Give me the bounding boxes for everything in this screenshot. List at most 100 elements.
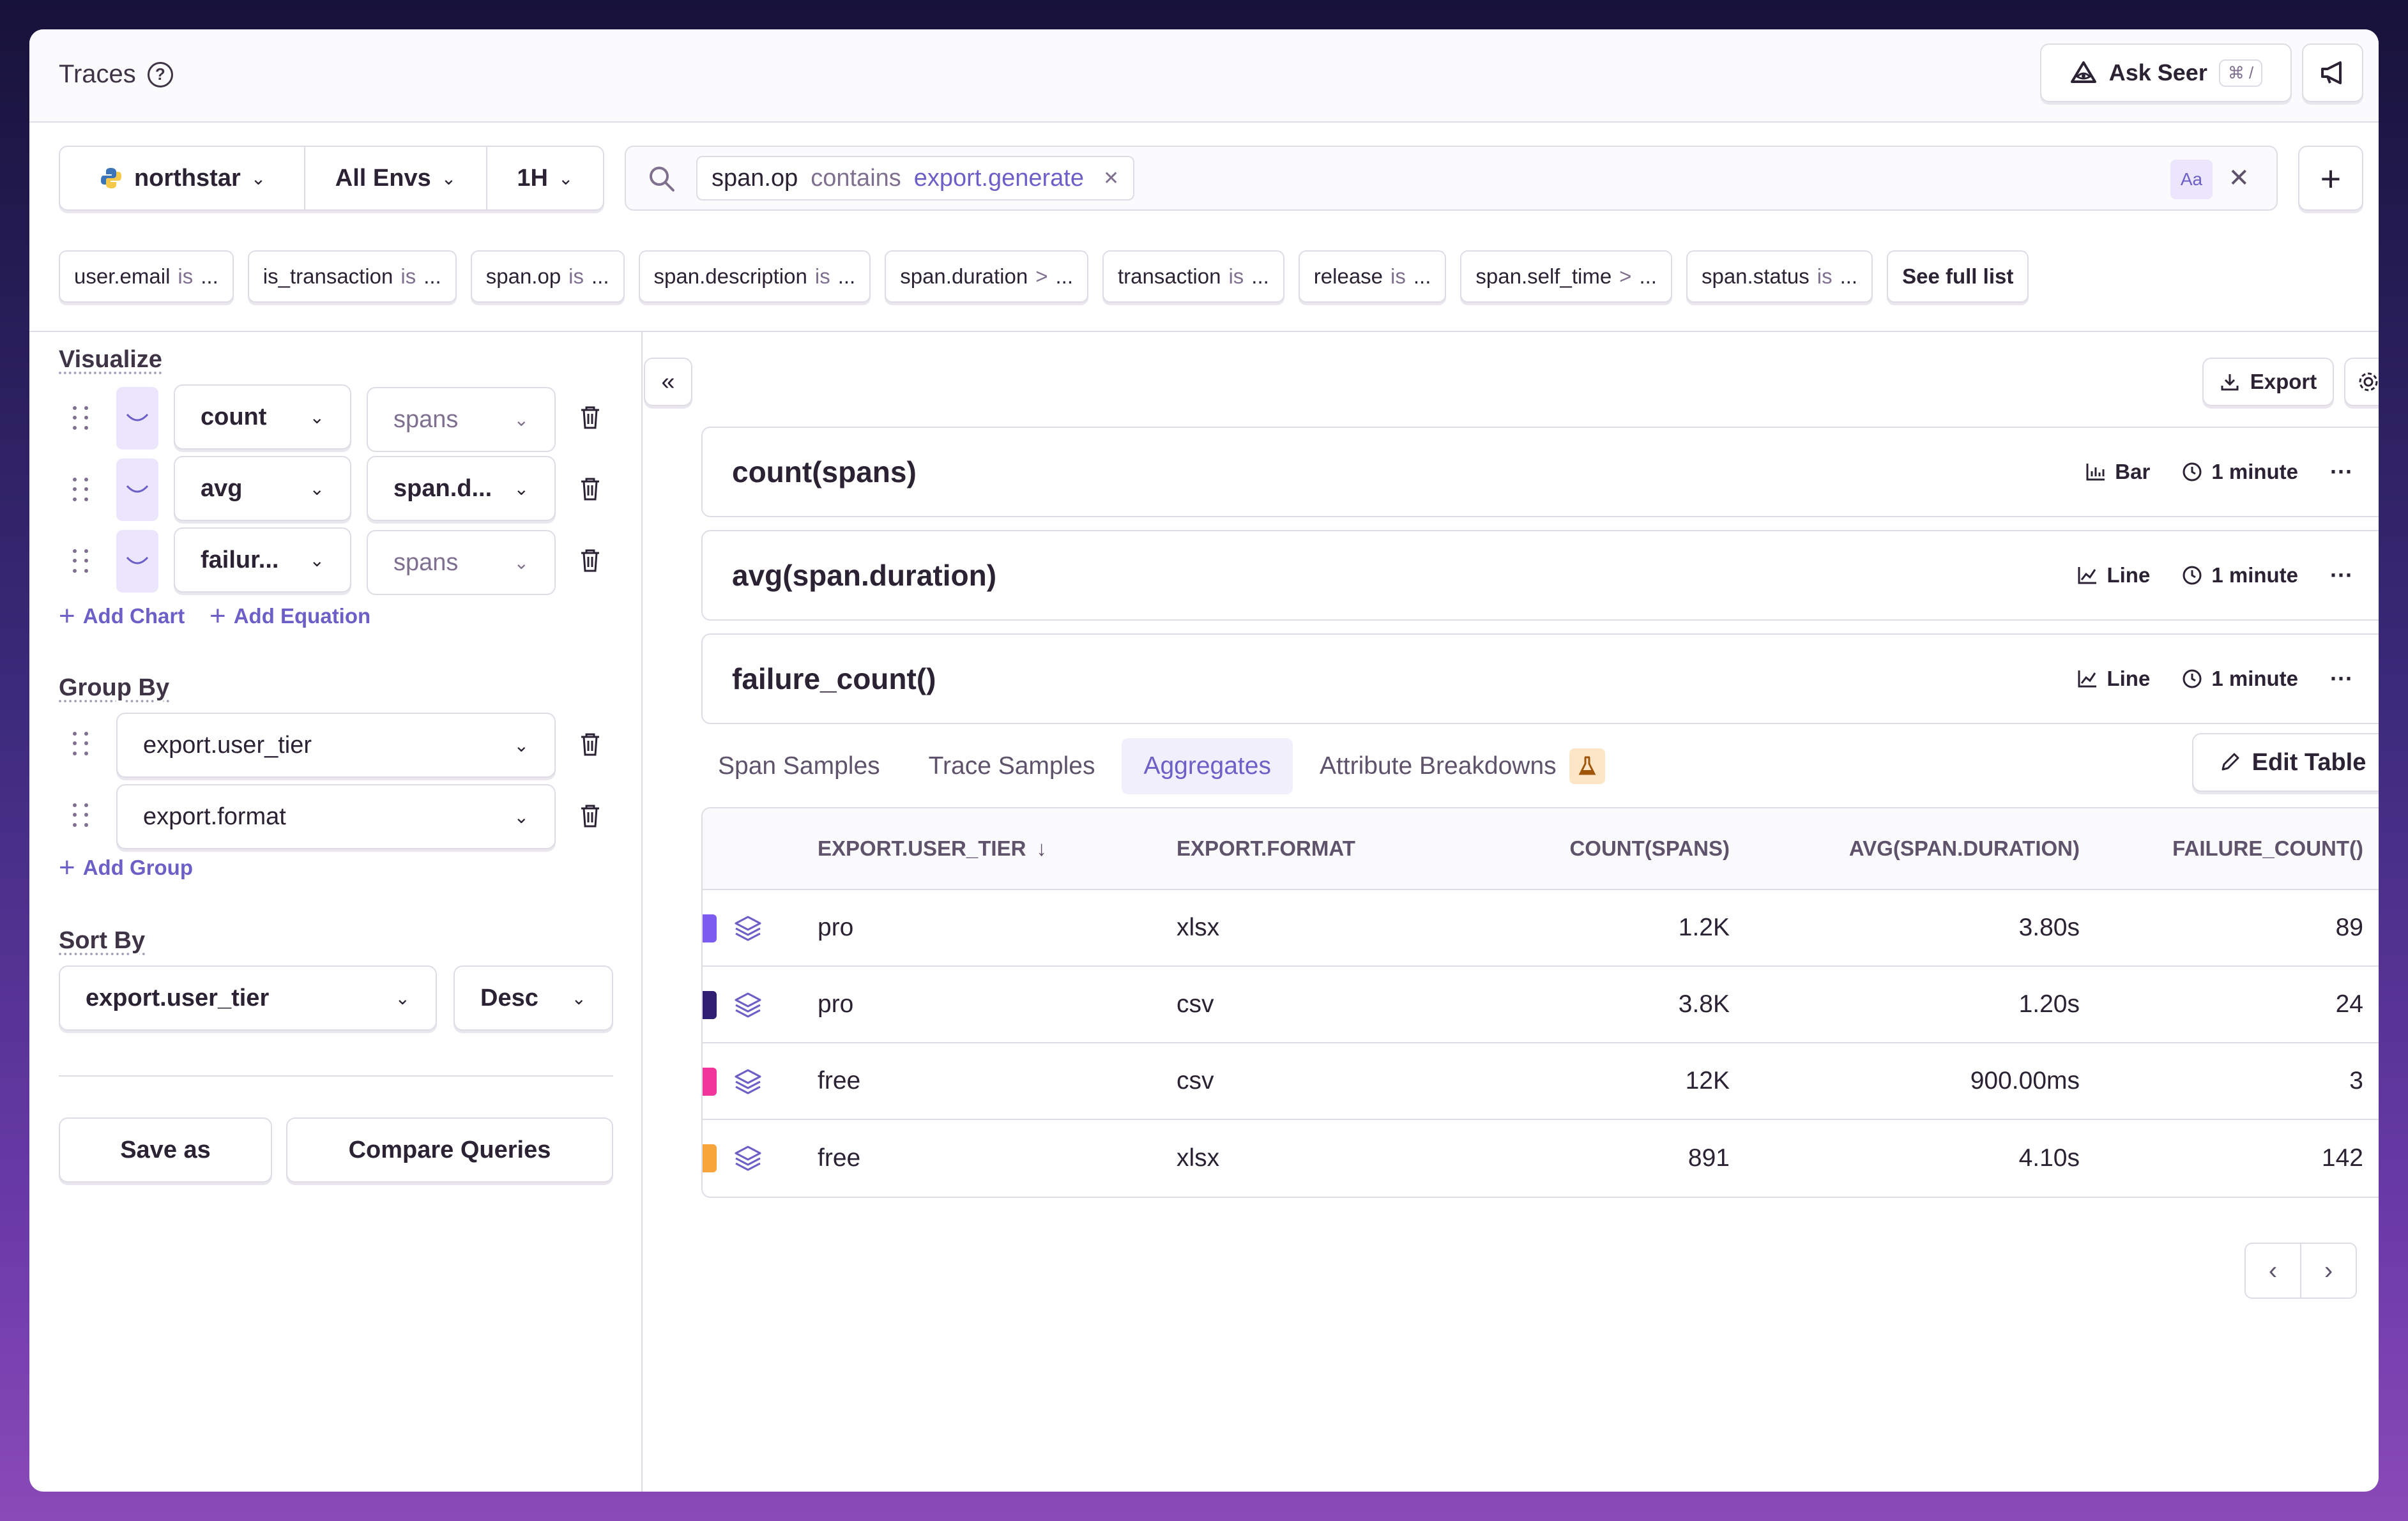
chart-interval-selector[interactable]: 1 minute [2182,667,2298,691]
token-value[interactable]: export.generate [913,164,1084,192]
environment-selector[interactable]: All Envs ⌄ [305,147,487,209]
chart-type-selector[interactable]: Line [2077,563,2150,587]
visualize-function-select[interactable]: count ⌄ [174,384,351,450]
add-chart-button[interactable]: + Add Chart [59,600,185,632]
column-header-user-tier[interactable]: EXPORT.USER_TIER ↓ [818,808,1047,889]
chart-more-icon[interactable]: ··· [2330,458,2353,485]
stack-layers-icon[interactable] [733,914,763,942]
table-row[interactable]: free xlsx 891 4.10s 142 [703,1120,2379,1197]
chart-more-icon[interactable]: ··· [2330,562,2353,588]
token-operator[interactable]: contains [811,164,901,192]
suggestion-chip[interactable]: span.duration >... [885,250,1088,303]
delete-group-icon[interactable] [579,732,602,757]
project-name: northstar [133,164,241,192]
suggestion-chip[interactable]: is_transaction is... [247,250,457,303]
compare-queries-button[interactable]: Compare Queries [286,1117,613,1183]
chart-more-icon[interactable]: ··· [2330,665,2353,692]
export-button[interactable]: Export [2202,358,2334,406]
search-filter-token[interactable]: span.op contains export.generate ✕ [696,156,1135,201]
chart-type-selector[interactable]: Line [2077,667,2150,691]
visualize-heading: Visualize [59,346,162,373]
suggestion-chip[interactable]: span.description is... [638,250,871,303]
drag-handle-icon[interactable] [73,549,91,575]
sort-order-select[interactable]: Desc ⌄ [453,965,613,1031]
column-header-count[interactable]: COUNT(SPANS) [1533,808,1730,889]
chart-interval-selector[interactable]: 1 minute [2182,563,2298,587]
chart-type-label: Bar [2115,460,2151,483]
prev-page-button[interactable]: ‹ [2246,1244,2301,1298]
cell-user-tier: pro [818,990,854,1018]
stack-layers-icon[interactable] [733,1068,763,1096]
drag-handle-icon[interactable] [73,803,91,829]
chart-type-selector[interactable]: Bar [2085,460,2150,484]
add-group-button[interactable]: + Add Group [59,852,193,884]
stack-layers-icon[interactable] [733,991,763,1019]
save-as-button[interactable]: Save as [59,1117,272,1183]
suggestion-chip[interactable]: release is... [1298,250,1447,303]
chart-interval-label: 1 minute [2211,563,2299,587]
table-row[interactable]: pro xlsx 1.2K 3.80s 89 [703,890,2379,967]
add-equation-button[interactable]: + Add Equation [210,600,370,632]
ask-seer-button[interactable]: Ask Seer ⌘ / [2040,43,2292,102]
search-query-builder[interactable]: span.op contains export.generate ✕ Aa ✕ [625,146,2278,211]
case-sensitive-toggle[interactable]: Aa [2170,160,2213,199]
visualize-argument-select[interactable]: spans ⌄ [367,530,556,595]
visualize-argument-select[interactable]: span.d... ⌄ [367,456,556,521]
chart-card-avg-duration[interactable]: avg(span.duration) Line 1 minute ··· [701,530,2379,621]
edit-table-label: Edit Table [2252,748,2366,776]
group-by-select[interactable]: export.format ⌄ [116,784,556,849]
clear-search-icon[interactable]: ✕ [2228,164,2250,192]
stack-layers-icon[interactable] [733,1144,763,1172]
drag-handle-icon[interactable] [73,732,91,757]
column-header-avg-duration[interactable]: AVG(SPAN.DURATION) [1788,808,2080,889]
remove-token-icon[interactable]: ✕ [1102,167,1120,189]
tab-aggregates[interactable]: Aggregates [1122,738,1293,794]
argument-label: spans [393,405,459,433]
visualize-function-select[interactable]: failur... ⌄ [174,527,351,593]
tab-span-samples[interactable]: Span Samples [696,738,902,794]
suggestion-chip[interactable]: user.email is... [59,250,234,303]
date-range-selector[interactable]: 1H ⌄ [487,147,603,209]
chart-color-swatch[interactable] [116,530,158,593]
visualize-function-select[interactable]: avg ⌄ [174,456,351,521]
bar-chart-icon [2086,464,2105,481]
tab-attribute-breakdowns[interactable]: Attribute Breakdowns [1298,738,1627,794]
delete-chart-icon[interactable] [579,405,602,430]
suggestion-chip[interactable]: transaction is... [1102,250,1284,303]
visualize-argument-select[interactable]: spans ⌄ [367,387,556,452]
drag-handle-icon[interactable] [73,478,91,503]
suggestion-chip[interactable]: span.op is... [470,250,625,303]
table-row[interactable]: free csv 12K 900.00ms 3 [703,1043,2379,1120]
project-selector[interactable]: northstar ⌄ [60,147,306,209]
settings-button[interactable] [2344,358,2379,406]
help-icon[interactable]: ? [147,61,173,87]
collapse-sidebar-button[interactable]: « [644,358,692,406]
clock-icon [2183,669,2202,688]
chart-interval-selector[interactable]: 1 minute [2182,460,2298,484]
column-header-failure-count[interactable]: FAILURE_COUNT() [2133,808,2363,889]
cell-avg-duration: 3.80s [2018,914,2080,941]
suggestion-chip[interactable]: span.self_time >... [1460,250,1672,303]
drag-handle-icon[interactable] [73,406,91,432]
chart-card-failure-count[interactable]: failure_count() Line 1 minute ··· [701,633,2379,724]
edit-table-button[interactable]: Edit Table [2192,733,2379,792]
chip-value: ... [837,264,856,288]
suggestion-chip[interactable]: span.status is... [1686,250,1873,303]
chip-value: ... [1639,264,1657,288]
delete-chart-icon[interactable] [579,548,602,573]
group-by-select[interactable]: export.user_tier ⌄ [116,713,556,778]
plus-icon: + [59,600,75,632]
chart-color-swatch[interactable] [116,458,158,521]
sort-field-select[interactable]: export.user_tier ⌄ [59,965,437,1031]
feedback-button[interactable] [2302,43,2363,102]
tab-trace-samples[interactable]: Trace Samples [907,738,1117,794]
see-full-list-button[interactable]: See full list [1887,250,2029,303]
chart-card-count[interactable]: count(spans) Bar 1 minute ··· [701,427,2379,517]
next-page-button[interactable]: › [2301,1244,2356,1298]
delete-chart-icon[interactable] [579,476,602,502]
delete-group-icon[interactable] [579,803,602,829]
chart-color-swatch[interactable] [116,387,158,450]
add-filter-button[interactable]: + [2298,146,2363,211]
column-header-format[interactable]: EXPORT.FORMAT [1177,808,1355,889]
table-row[interactable]: pro csv 3.8K 1.20s 24 [703,967,2379,1043]
